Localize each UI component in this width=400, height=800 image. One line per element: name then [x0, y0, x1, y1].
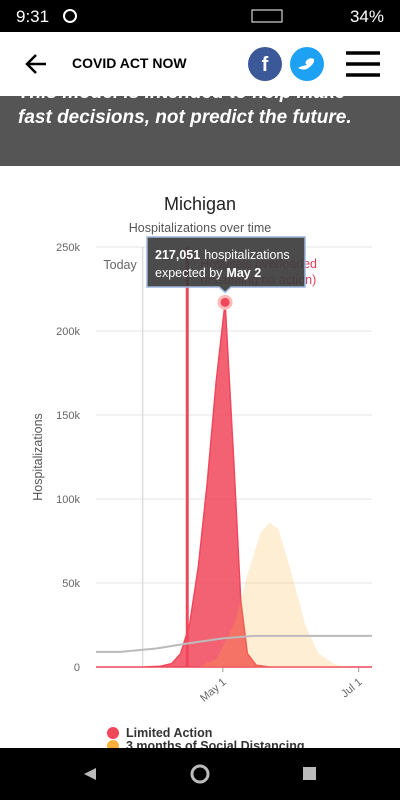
line — [96, 634, 372, 653]
y-tick-label: 100k — [56, 494, 80, 506]
banner-text: This model is intended to help make fast… — [18, 96, 352, 128]
chart-title: Michigan — [164, 194, 236, 214]
annotation-label: Today — [103, 258, 137, 272]
legend-label: Limited Action — [126, 726, 212, 740]
facebook-icon: f — [262, 54, 269, 76]
peak-point — [217, 294, 233, 310]
status-bar — [0, 0, 400, 32]
facebook-button[interactable] — [248, 47, 282, 81]
x-tick-label: May 1 — [198, 676, 229, 704]
status-icon — [63, 9, 77, 23]
nav-recent[interactable] — [303, 767, 316, 780]
tooltip-date: May 2 — [226, 266, 261, 280]
header — [0, 32, 400, 96]
twitter-icon — [298, 58, 314, 70]
tooltip-value: 217,051 — [155, 248, 200, 262]
area — [96, 522, 372, 667]
y-axis-label: Hospitalizations — [31, 413, 45, 501]
nav-home[interactable] — [190, 764, 210, 784]
y-tick-label: 150k — [56, 410, 80, 422]
x-tick-label: Jul 1 — [339, 676, 365, 700]
y-tick-label: 250k — [56, 242, 80, 254]
status-time: 9:31 — [16, 7, 49, 26]
status-battery: 34% — [350, 7, 384, 26]
y-tick-label: 50k — [62, 578, 80, 590]
nav-bar — [0, 748, 400, 800]
y-tick-label: 0 — [74, 662, 80, 674]
status-icons — [251, 9, 283, 23]
tooltip-box — [146, 236, 306, 294]
nav-back[interactable] — [84, 768, 96, 780]
tooltip-line: 217,051 hospitalizations — [155, 248, 290, 262]
tooltip-line: expected by May 2 — [155, 266, 261, 280]
tooltip-prefix: expected by — [155, 266, 223, 280]
banner: This model is intended to help make fast… — [0, 96, 400, 166]
menu-button[interactable] — [346, 51, 380, 77]
back-button[interactable] — [25, 54, 46, 74]
tooltip-unit: hospitalizations — [204, 248, 289, 262]
y-tick-label: 200k — [56, 326, 80, 338]
area — [96, 302, 372, 668]
legend-swatch — [107, 727, 119, 739]
chart-subtitle: Hospitalizations over time — [129, 221, 271, 235]
header-title: COVID ACT NOW — [72, 55, 187, 71]
